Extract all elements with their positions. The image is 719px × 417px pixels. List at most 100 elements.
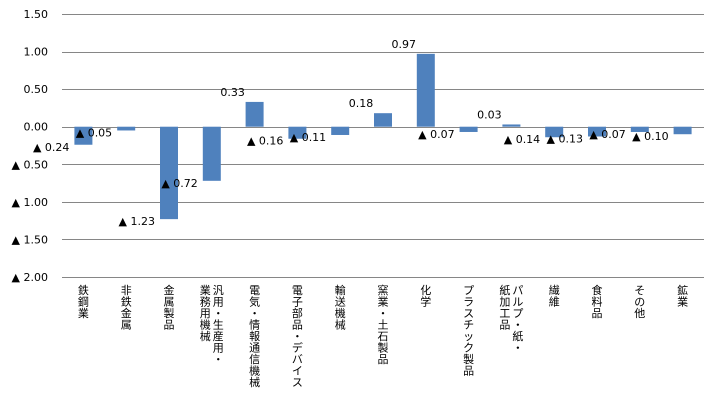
- data-label: ▲ 0.14: [504, 133, 540, 146]
- x-category-label: 化学: [420, 283, 431, 309]
- svg-text:ッ: ッ: [463, 330, 474, 343]
- svg-text:加: 加: [499, 296, 510, 309]
- y-tick-label: 0.50: [24, 83, 49, 96]
- data-label: ▲ 0.24: [33, 141, 69, 154]
- data-label: 0.33: [220, 86, 245, 99]
- data-label: ▲ 0.10: [632, 130, 668, 143]
- svg-text:汎: 汎: [213, 283, 224, 297]
- svg-text:属: 属: [164, 296, 175, 309]
- svg-text:化: 化: [420, 283, 431, 297]
- bar: [74, 126, 93, 145]
- svg-text:部: 部: [292, 306, 303, 320]
- svg-text:デ: デ: [292, 341, 303, 355]
- svg-text:プ: プ: [463, 284, 474, 297]
- y-tick-label: 0.00: [24, 121, 49, 134]
- data-label: ▲ 0.16: [247, 135, 283, 148]
- svg-text:ス: ス: [292, 376, 303, 389]
- svg-text:土: 土: [378, 319, 389, 332]
- svg-text:生: 生: [213, 318, 224, 332]
- bar: [588, 126, 606, 137]
- y-tick-label: ▲ 1.00: [12, 196, 48, 209]
- svg-text:工: 工: [499, 307, 510, 320]
- svg-text:金: 金: [164, 283, 175, 297]
- data-label: ▲ 0.13: [547, 132, 583, 145]
- y-axis-tick-labels: 1.50 1.00 0.50 0.00 ▲ 0.50 ▲ 1.00 ▲ 1.50 ▲ 2.00: [12, 8, 48, 284]
- bar: [630, 126, 649, 132]
- bar: [673, 126, 692, 135]
- svg-text:情: 情: [249, 319, 260, 332]
- bar: [331, 126, 350, 135]
- bar: [160, 126, 178, 220]
- svg-text:製: 製: [378, 341, 389, 355]
- svg-text:製: 製: [463, 352, 474, 366]
- svg-text:品: 品: [463, 365, 474, 378]
- svg-text:・: ・: [512, 319, 523, 332]
- x-category-label: 鉄鋼業: [78, 283, 89, 320]
- svg-text:バ: バ: [292, 353, 303, 366]
- svg-text:輸: 輸: [335, 283, 346, 297]
- svg-text:品: 品: [378, 353, 389, 366]
- svg-text:機: 機: [249, 364, 260, 378]
- svg-text:ク: ク: [463, 342, 474, 355]
- svg-text:そ: そ: [634, 284, 645, 297]
- svg-text:・: ・: [249, 307, 260, 320]
- x-category-label: 鉱業: [677, 283, 688, 309]
- bar: [374, 113, 392, 127]
- gridlines: [62, 14, 704, 278]
- svg-text:電: 電: [249, 284, 260, 297]
- svg-text:イ: イ: [292, 365, 303, 378]
- data-label: ▲ 1.23: [119, 215, 155, 228]
- bar: [545, 126, 564, 138]
- svg-text:紙: 紙: [499, 283, 510, 297]
- svg-text:窯: 窯: [378, 283, 389, 297]
- svg-text:ル: ル: [512, 296, 523, 309]
- y-tick-label: ▲ 2.00: [12, 271, 48, 284]
- bar: [288, 126, 307, 139]
- bar: [502, 124, 521, 127]
- svg-text:ラ: ラ: [463, 296, 474, 309]
- svg-text:械: 械: [249, 375, 260, 389]
- svg-text:石: 石: [378, 330, 389, 343]
- svg-text:業: 業: [200, 284, 211, 297]
- y-tick-label: 1.00: [24, 46, 49, 59]
- bars: [74, 53, 692, 220]
- svg-text:産: 産: [213, 330, 224, 343]
- svg-text:報: 報: [249, 330, 260, 343]
- bar: [459, 126, 478, 132]
- svg-text:鋼: 鋼: [78, 295, 89, 309]
- x-category-label: その他: [634, 284, 645, 320]
- svg-text:維: 維: [549, 296, 560, 309]
- svg-text:の: の: [634, 296, 645, 309]
- bar: [416, 53, 435, 127]
- svg-text:ス: ス: [463, 307, 474, 320]
- x-category-label: 繊維: [549, 284, 560, 309]
- svg-text:通: 通: [249, 342, 260, 355]
- svg-text:鉄: 鉄: [121, 295, 132, 309]
- svg-text:品: 品: [164, 319, 175, 332]
- svg-text:械: 械: [335, 318, 346, 332]
- svg-text:パ: パ: [512, 284, 523, 297]
- svg-text:業: 業: [677, 296, 688, 309]
- data-label: 0.03: [477, 108, 502, 121]
- svg-text:・: ・: [213, 353, 224, 366]
- svg-text:属: 属: [121, 319, 132, 332]
- svg-text:食: 食: [592, 283, 603, 297]
- svg-text:金: 金: [121, 306, 132, 320]
- bar: [117, 126, 136, 131]
- y-tick-label: ▲ 1.50: [12, 233, 48, 246]
- svg-text:品: 品: [499, 319, 510, 332]
- svg-text:用: 用: [213, 296, 224, 309]
- svg-text:用: 用: [213, 342, 224, 355]
- svg-text:電: 電: [292, 284, 303, 297]
- svg-text:・: ・: [292, 330, 303, 343]
- data-label: ▲ 0.05: [76, 126, 112, 139]
- svg-text:気: 気: [249, 295, 260, 309]
